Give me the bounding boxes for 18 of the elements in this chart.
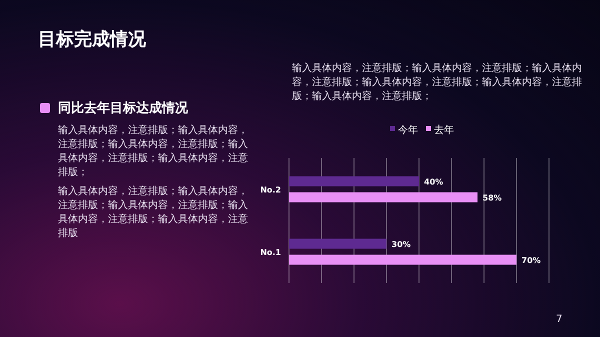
text: 输入具体内容，注意排版；输入具体内容，注意排版；输入具体内容，注意排版；输入具体内容，注意排版；输入具体内容，注意排版: [58, 185, 248, 241]
text: 7: [556, 313, 562, 327]
data-label: 58%: [482, 193, 502, 202]
data-label: 70%: [522, 256, 541, 265]
data-label: 30%: [392, 240, 411, 249]
text: 同比去年目标达成情况: [58, 100, 188, 117]
text: 目标完成情况: [38, 28, 146, 51]
data-label: 40%: [424, 177, 444, 186]
legend-label: 今年: [398, 124, 418, 136]
text: 输入具体内容，注意排版；输入具体内容，注意排版；输入具体内容，注意排版；输入具体内容，注意排版；输入具体内容，注意排版；输入具体内容，注意排版；: [292, 62, 582, 104]
y-tick-label: No.2: [260, 185, 281, 194]
bar: [289, 238, 386, 249]
bar: [289, 176, 419, 186]
bar: [289, 192, 478, 202]
text: 输入具体内容，注意排版；输入具体内容，注意排版；输入具体内容，注意排版；输入具体内容，注意排版；输入具体内容，注意排版；: [58, 124, 248, 180]
y-tick-label: No.1: [260, 248, 282, 257]
legend-label: 去年: [434, 124, 454, 136]
bar: [289, 254, 516, 265]
